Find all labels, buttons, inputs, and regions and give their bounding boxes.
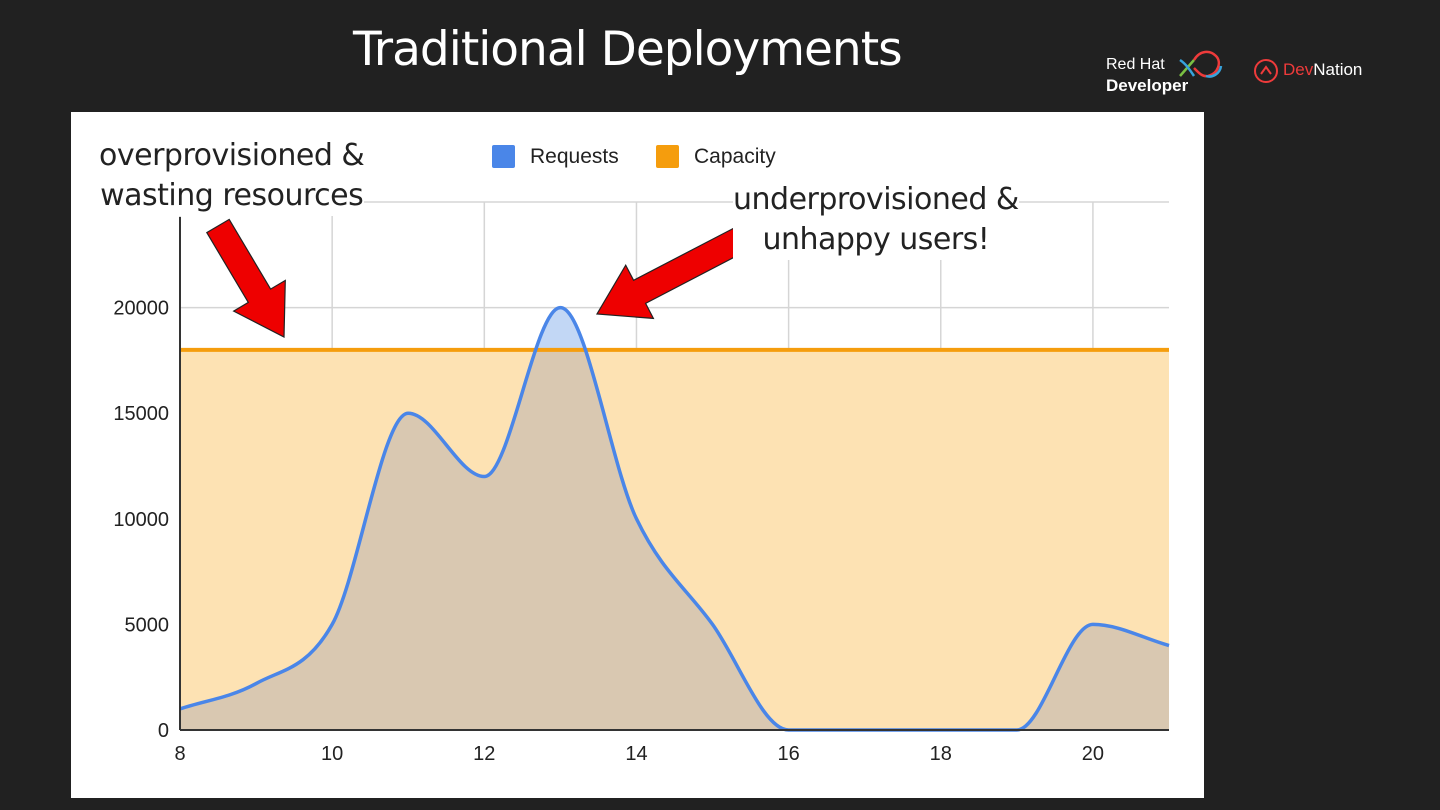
chart-card: 8 10 12 14 16 18 20 0 5000 10000 15000 20000 Request… [71, 112, 1204, 798]
x-tick-label: 14 [625, 743, 647, 765]
legend-label-requests: Requests [530, 145, 619, 168]
annotation-overprovisioned-line2: wasting resources [100, 178, 364, 213]
red-hat-logo-text: Red Hat [1106, 56, 1165, 73]
legend-label-capacity: Capacity [694, 145, 776, 168]
annotation-underprovisioned-line1: underprovisioned & [733, 182, 1019, 217]
requests-area-exceeding [535, 307, 586, 350]
y-tick-label: 20000 [113, 298, 169, 320]
arrow-to-overprovisioned [205, 218, 286, 338]
annotation-overprovisioned-line1: overprovisioned & [99, 138, 365, 173]
infinity-icon [1179, 50, 1223, 78]
x-tick-label: 8 [174, 743, 185, 765]
slide-title: Traditional Deployments [353, 22, 903, 77]
y-tick-label: 5000 [125, 614, 170, 636]
area-chart: 8 10 12 14 16 18 20 0 5000 10000 15000 20000 Request… [113, 145, 1170, 765]
red-hat-developer-logo: Red Hat Developer [1106, 50, 1226, 98]
requests-area-overlap [180, 349, 1169, 730]
x-tick-label: 16 [777, 743, 799, 765]
arrow-to-underprovisioned [595, 225, 750, 320]
devnation-icon [1254, 59, 1278, 83]
developer-logo-text: Developer [1106, 76, 1189, 95]
y-tick-label: 10000 [113, 509, 169, 531]
legend-swatch-capacity [656, 145, 679, 168]
devnation-nation-text: Nation [1313, 60, 1363, 79]
y-tick-label: 0 [158, 720, 169, 742]
annotation-underprovisioned: underprovisioned & unhappy users! [733, 180, 1019, 260]
y-tick-label: 15000 [113, 403, 169, 425]
devnation-dev-text: Dev [1283, 60, 1314, 79]
annotation-overprovisioned: overprovisioned & wasting resources [99, 136, 365, 216]
legend-swatch-requests [492, 145, 515, 168]
x-tick-label: 10 [321, 743, 343, 765]
annotation-underprovisioned-line2: unhappy users! [762, 222, 990, 257]
x-tick-label: 12 [473, 743, 495, 765]
x-tick-label: 18 [930, 743, 952, 765]
x-tick-label: 20 [1082, 743, 1104, 765]
